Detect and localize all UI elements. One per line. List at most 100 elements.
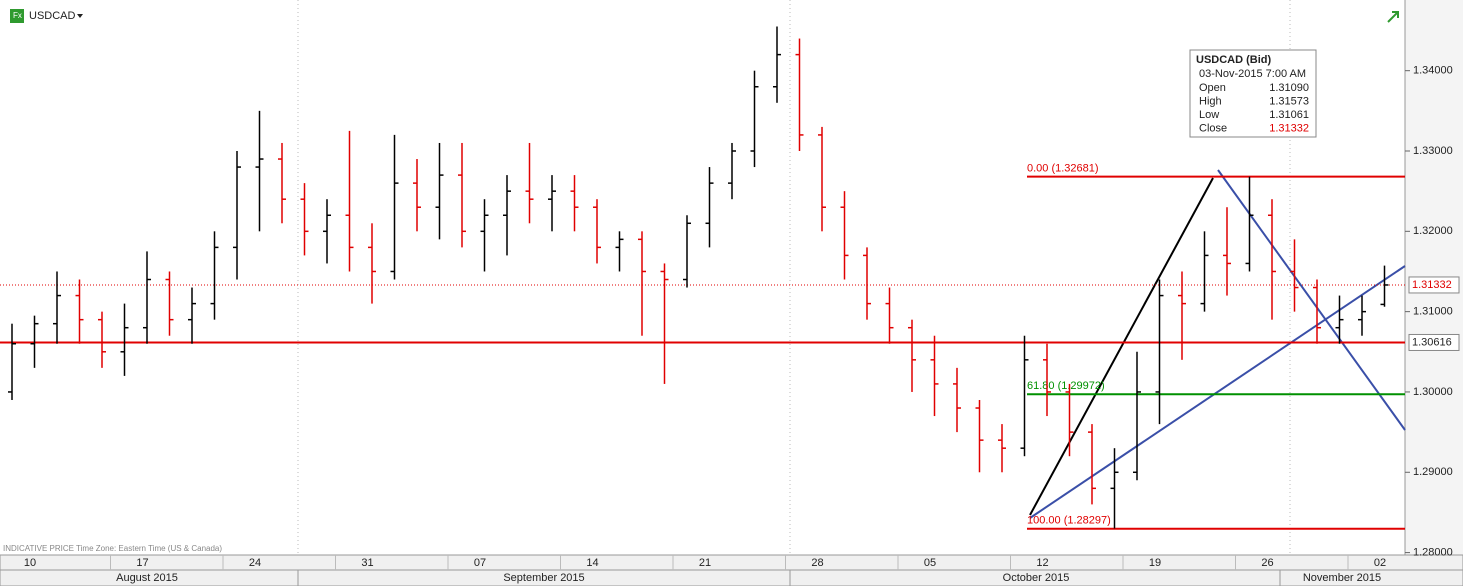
x-tick-label: 10 xyxy=(24,557,36,569)
ohlc-bar xyxy=(1020,335,1029,457)
x-tick-label: 12 xyxy=(1036,557,1048,569)
ohlc-bar xyxy=(480,199,489,272)
ohlc-bar xyxy=(53,271,61,344)
x-tick-label: 21 xyxy=(699,557,711,569)
fx-icon[interactable] xyxy=(10,9,24,23)
ohlc-bar xyxy=(615,231,624,272)
info-box: USDCAD (Bid) 03-Nov-2015 7:00 AM Open 1.3… xyxy=(1189,49,1317,138)
month-label: September 2015 xyxy=(503,572,584,584)
ohlc-bar xyxy=(1110,448,1119,529)
x-tick-label: 07 xyxy=(474,557,486,569)
ohlc-bar xyxy=(705,167,714,248)
y-tick-label: 1.29000 xyxy=(1413,466,1453,478)
info-label: Open xyxy=(1199,82,1226,94)
y-tick-label: 1.34000 xyxy=(1413,65,1453,77)
ohlc-bar xyxy=(683,215,691,288)
ohlc-bar xyxy=(1290,239,1299,312)
ohlc-bar xyxy=(210,231,219,320)
ohlc-bar xyxy=(323,199,331,264)
ohlc-bar xyxy=(885,287,894,344)
month-label: August 2015 xyxy=(116,572,178,584)
ohlc-bar xyxy=(1178,271,1186,360)
x-tick-label: 14 xyxy=(586,557,598,569)
price-box-label: 1.31332 xyxy=(1412,279,1452,291)
ohlc-bar xyxy=(570,175,579,232)
info-label: Low xyxy=(1199,109,1219,121)
ohlc-bar xyxy=(863,247,871,320)
ohlc-bar xyxy=(75,279,84,344)
info-value: 1.31090 xyxy=(1269,82,1309,94)
ohlc-bar xyxy=(435,142,444,240)
ohlc-bar xyxy=(1223,207,1231,296)
ohlc-bar xyxy=(750,70,759,168)
x-tick-label: 17 xyxy=(136,557,148,569)
symbol-dropdown[interactable] xyxy=(77,14,83,18)
x-tick-label: 26 xyxy=(1261,557,1273,569)
price-box xyxy=(1408,276,1460,294)
ohlc-bar xyxy=(278,142,286,224)
ohlc-bar xyxy=(930,335,939,417)
ohlc-bar xyxy=(638,231,646,336)
ohlc-bar xyxy=(1065,383,1074,457)
ohlc-bar xyxy=(548,175,556,232)
month-label: November 2015 xyxy=(1303,572,1381,584)
ohlc-bar xyxy=(8,323,16,400)
x-tick-label: 19 xyxy=(1149,557,1161,569)
ohlc-bar xyxy=(840,191,849,280)
ohlc-bar xyxy=(818,126,826,232)
ohlc-bar xyxy=(908,319,916,392)
info-title: USDCAD (Bid) xyxy=(1196,54,1271,66)
trend-icon[interactable] xyxy=(1387,11,1399,23)
fib-label: 0.00 (1.32681) xyxy=(1027,163,1099,175)
ohlc-bar xyxy=(413,159,421,232)
ohlc-bar xyxy=(165,271,174,336)
ohlc-bar xyxy=(1245,176,1254,272)
ohlc-bar xyxy=(255,110,264,232)
month-label: October 2015 xyxy=(1003,572,1070,584)
ohlc-bar xyxy=(795,38,804,151)
ohlc-bar xyxy=(1088,424,1096,505)
price-box xyxy=(1408,333,1460,351)
ohlc-bar xyxy=(1380,265,1389,307)
y-tick-label: 1.30000 xyxy=(1413,386,1453,398)
ohlc-bar xyxy=(345,130,354,272)
y-tick-label: 1.32000 xyxy=(1413,225,1453,237)
ohlc-bar xyxy=(1133,351,1141,481)
trend-line xyxy=(1029,177,1214,516)
ohlc-bar xyxy=(233,150,241,280)
ohlc-bar xyxy=(1313,279,1321,344)
x-tick-label: 02 xyxy=(1374,557,1386,569)
x-tick-label: 31 xyxy=(361,557,373,569)
ohlc-bar xyxy=(660,263,669,384)
info-box-frame xyxy=(1189,49,1317,138)
ohlc-bar xyxy=(368,223,376,304)
info-date: 03-Nov-2015 7:00 AM xyxy=(1199,68,1306,80)
x-tick-label: 28 xyxy=(811,557,823,569)
ohlc-bar xyxy=(30,315,39,368)
info-label: High xyxy=(1199,95,1222,107)
y-tick-label: 1.28000 xyxy=(1413,546,1453,558)
x-tick-label: 05 xyxy=(924,557,936,569)
fib-label: 100.00 (1.28297) xyxy=(1027,515,1111,527)
ohlc-bar xyxy=(998,424,1006,473)
ohlc-bar xyxy=(953,367,961,433)
footnote: INDICATIVE PRICE Time Zone: Eastern Time… xyxy=(3,544,222,553)
y-tick-label: 1.31000 xyxy=(1413,306,1453,318)
ohlc-bar xyxy=(390,134,399,280)
ohlc-bar xyxy=(1043,343,1051,417)
symbol[interactable]: USDCAD xyxy=(29,10,76,22)
ohlc-bar xyxy=(98,311,106,368)
info-label: Close xyxy=(1199,122,1227,134)
price-box-label: 1.30616 xyxy=(1412,336,1452,348)
fx-icon-text: Fx xyxy=(13,11,22,20)
ohlc-bar xyxy=(143,251,151,344)
ohlc-bar xyxy=(1335,295,1344,344)
fib-label: 61.80 (1.29972) xyxy=(1027,380,1105,392)
ohlc-bar xyxy=(1358,295,1366,336)
ohlc-bar xyxy=(1200,231,1209,312)
x-tick-label: 24 xyxy=(249,557,261,569)
info-value: 1.31573 xyxy=(1269,95,1309,107)
ohlc-bar xyxy=(188,287,196,344)
ohlc-bar xyxy=(525,142,534,224)
ohlc-bar xyxy=(503,175,511,256)
